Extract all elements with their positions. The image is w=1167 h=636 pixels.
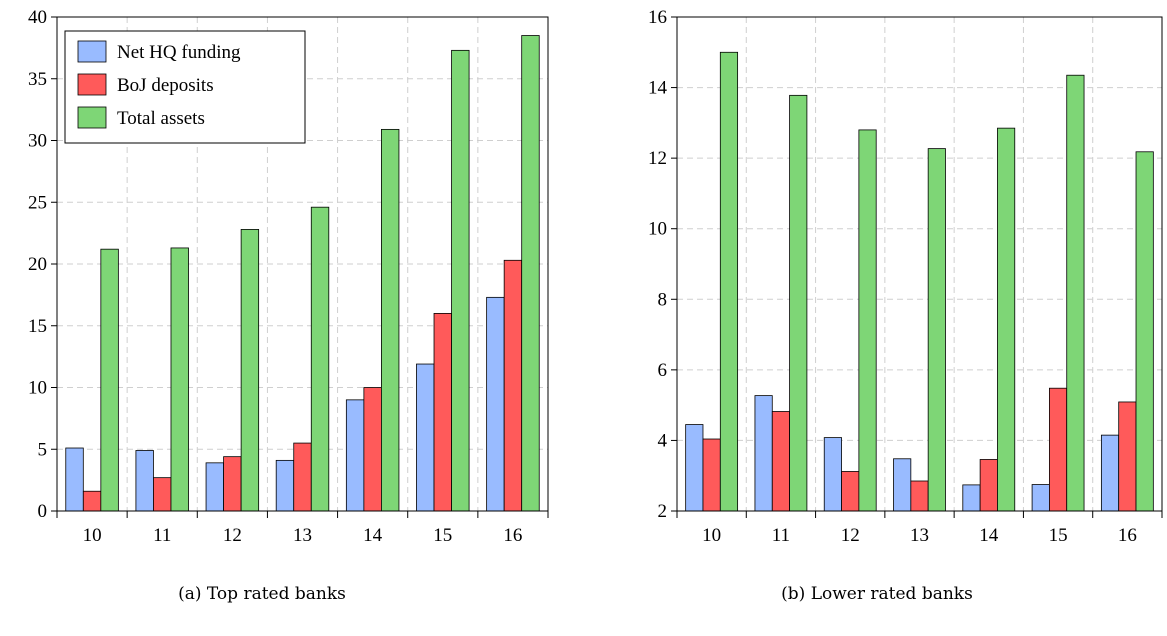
bar-net-hq-12: [823, 437, 842, 512]
x-tick-label: 11: [772, 525, 790, 546]
bar-net-hq-12: [205, 462, 224, 512]
bar-assets-10: [100, 248, 119, 512]
bar-net-hq-14: [962, 484, 981, 512]
chart-panel-lower-rated: 2 4 6 8 10 12 14 16 10 11 12 13 14 15 16 (b) Lower rate…: [648, 7, 1163, 604]
figure-caption: (a) Top rated banks: [178, 584, 346, 604]
x-tick-label: 13: [293, 525, 312, 546]
x-tick-label: 14: [363, 525, 383, 546]
chart-panel-top-rated: 0 5 10 15 20 25 30 35 40 10 11 12 13 14 15 16 Net HQ fun…: [28, 7, 549, 604]
bar-assets-16: [1135, 151, 1154, 512]
legend-swatch-boj: [77, 73, 107, 96]
bars: [65, 35, 540, 512]
figure-caption: (b) Lower rated banks: [781, 584, 973, 604]
bar-net-hq-10: [685, 424, 704, 512]
x-tick-label: 11: [153, 525, 171, 546]
bar-boj-10: [702, 438, 721, 512]
bar-assets-12: [858, 129, 877, 512]
bar-net-hq-16: [1100, 434, 1120, 512]
bar-assets-15: [451, 49, 470, 512]
bar-net-hq-14: [345, 399, 365, 512]
bar-boj-14: [979, 459, 998, 512]
bar-boj-16: [503, 259, 523, 512]
bar-net-hq-11: [754, 395, 773, 512]
plot-frame: [676, 16, 1163, 512]
bar-boj-13: [910, 480, 929, 512]
y-tick-label: 40: [28, 7, 47, 28]
y-tick-label: 20: [28, 254, 47, 275]
y-tick-label: 35: [28, 69, 47, 90]
bar-net-hq-13: [275, 459, 295, 512]
y-tick-label: 5: [38, 439, 48, 460]
x-tick-label: 15: [1049, 525, 1068, 546]
y-tick-label: 15: [28, 316, 47, 337]
y-tick-label: 6: [658, 360, 668, 381]
bar-net-hq-13: [893, 458, 912, 512]
y-tick-label: 10: [648, 219, 667, 240]
bar-assets-15: [1066, 74, 1085, 512]
y-tick-label: 4: [658, 430, 668, 451]
bar-assets-10: [719, 51, 739, 512]
bar-assets-16: [521, 35, 540, 512]
y-tick-label: 8: [658, 289, 668, 310]
x-tick-label: 16: [503, 525, 522, 546]
bar-boj-13: [293, 442, 312, 512]
bar-net-hq-10: [65, 447, 84, 512]
bar-boj-11: [153, 477, 172, 512]
legend-label-net-hq: Net HQ funding: [117, 42, 241, 63]
bar-boj-12: [841, 471, 860, 512]
bar-boj-15: [433, 312, 452, 512]
bar-net-hq-16: [486, 296, 505, 512]
bar-boj-11: [771, 411, 790, 512]
bar-boj-15: [1049, 387, 1068, 512]
x-tick-label: 12: [841, 525, 860, 546]
bar-assets-13: [310, 206, 330, 512]
legend-swatch-assets: [77, 106, 107, 129]
x-tick-label: 12: [223, 525, 242, 546]
x-tick-label: 10: [83, 525, 102, 546]
bar-boj-14: [363, 387, 382, 512]
y-tick-label: 2: [658, 501, 668, 522]
x-axis: 10 11 12 13 14 15 16: [56, 511, 549, 546]
bar-boj-16: [1118, 401, 1137, 512]
x-tick-label: 10: [702, 525, 721, 546]
bar-boj-12: [223, 456, 242, 512]
bar-assets-11: [789, 94, 808, 512]
y-tick-label: 12: [648, 148, 667, 169]
legend-label-boj: BoJ deposits: [117, 75, 214, 96]
bar-net-hq-11: [135, 450, 154, 512]
legend: Net HQ funding BoJ deposits Total assets: [64, 30, 306, 144]
legend-swatch-net-hq: [77, 40, 107, 63]
bar-assets-13: [927, 148, 946, 512]
bars: [685, 51, 1154, 512]
x-axis: 10 11 12 13 14 15 16: [676, 511, 1163, 546]
y-tick-label: 14: [648, 78, 668, 99]
grid-lines: [677, 17, 1162, 511]
bar-assets-11: [170, 247, 189, 512]
bar-boj-10: [82, 490, 102, 512]
bar-assets-14: [381, 128, 400, 512]
bar-net-hq-15: [1031, 484, 1050, 512]
bar-assets-12: [240, 229, 260, 512]
legend-label-assets: Total assets: [117, 108, 205, 129]
x-tick-label: 15: [433, 525, 452, 546]
y-axis: 0 5 10 15 20 25 30 35 40: [28, 7, 57, 522]
bar-assets-14: [997, 127, 1016, 512]
y-tick-label: 30: [28, 131, 47, 152]
y-tick-label: 10: [28, 378, 47, 399]
y-axis: 2 4 6 8 10 12 14 16: [648, 7, 677, 522]
x-tick-label: 16: [1118, 525, 1137, 546]
y-tick-label: 16: [648, 7, 667, 28]
y-tick-label: 25: [28, 192, 47, 213]
bar-net-hq-15: [416, 363, 435, 512]
x-tick-label: 14: [979, 525, 999, 546]
y-tick-label: 0: [38, 501, 48, 522]
x-tick-label: 13: [910, 525, 929, 546]
